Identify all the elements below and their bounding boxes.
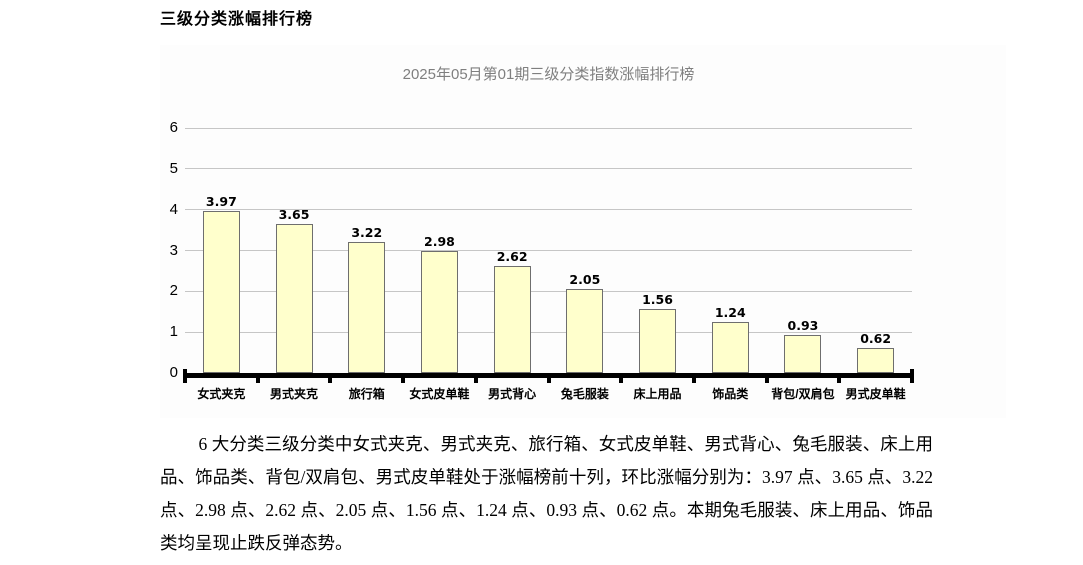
bar: [420, 251, 458, 373]
x-axis-tick: [255, 373, 260, 383]
x-axis-tick: [473, 373, 478, 383]
gridline: [185, 168, 912, 170]
x-axis-tick: [764, 373, 769, 383]
x-tick-label: 女式皮单鞋: [409, 387, 470, 401]
bar: [639, 309, 677, 373]
x-axis-tick: [546, 373, 551, 383]
bar: [784, 335, 822, 373]
y-tick-label: 4: [169, 200, 178, 218]
bar-chart-figure: 2025年05月第01期三级分类指数涨幅排行榜 0 1 2 3 4 5 6 3.97 3.65 3…: [160, 45, 1006, 418]
x-axis-tick: [183, 369, 187, 383]
x-axis-tick: [691, 373, 696, 383]
bar-value-label: 0.93: [787, 318, 819, 334]
x-tick-label: 旅行箱: [348, 387, 385, 401]
bar-value-label: 1.56: [642, 292, 673, 308]
bar-value-label: 3.65: [278, 206, 310, 222]
gridline: [185, 209, 912, 211]
y-tick-label: 1: [169, 323, 178, 341]
bar: [711, 322, 749, 373]
bar-value-label: 3.97: [205, 193, 237, 209]
bar-value-label: 2.05: [569, 272, 601, 288]
bar-value-label: 2.62: [496, 249, 528, 265]
gridline: [185, 290, 912, 292]
x-axis-tick: [328, 373, 333, 383]
bar: [857, 347, 895, 373]
bar-value-label: 1.24: [714, 305, 746, 321]
chart-title: 2025年05月第01期三级分类指数涨幅排行榜: [402, 66, 695, 83]
x-tick-label: 背包/双肩包: [771, 387, 835, 401]
section-heading: 三级分类涨幅排行榜: [160, 11, 314, 28]
gridline: [185, 250, 912, 251]
bar: [275, 223, 313, 373]
gridline: [185, 127, 912, 129]
gridline: [185, 331, 912, 333]
summary-paragraph: 6 大分类三级分类中女式夹克、男式夹克、旅行箱、女式皮单鞋、男式背心、兔毛服装、…: [160, 434, 933, 553]
bar-value-label: 3.22: [351, 224, 383, 240]
y-tick-label: 2: [169, 282, 178, 300]
bar: [348, 241, 386, 373]
bar-value-label: 2.98: [424, 234, 455, 250]
x-tick-label: 床上用品: [633, 387, 682, 401]
x-axis-tick: [619, 373, 624, 383]
x-tick-label: 女式夹克: [197, 387, 246, 401]
bar: [493, 266, 531, 373]
x-axis-tick: [837, 373, 842, 383]
x-tick-label: 饰品类: [712, 387, 749, 401]
x-tick-label: 男式皮单鞋: [845, 387, 906, 401]
bar: [566, 289, 604, 373]
x-tick-label: 兔毛服装: [560, 387, 609, 401]
x-tick-label: 男式背心: [488, 387, 537, 401]
x-tick-label: 男式夹克: [270, 387, 319, 401]
bar-value-label: 0.62: [860, 330, 892, 346]
x-axis-tick: [910, 369, 914, 383]
y-tick-label: 5: [169, 159, 178, 177]
y-tick-label: 3: [169, 241, 178, 259]
x-axis-tick: [401, 373, 406, 383]
y-tick-label: 0: [169, 364, 178, 381]
bar: [202, 210, 240, 373]
y-tick-label: 6: [169, 119, 178, 136]
